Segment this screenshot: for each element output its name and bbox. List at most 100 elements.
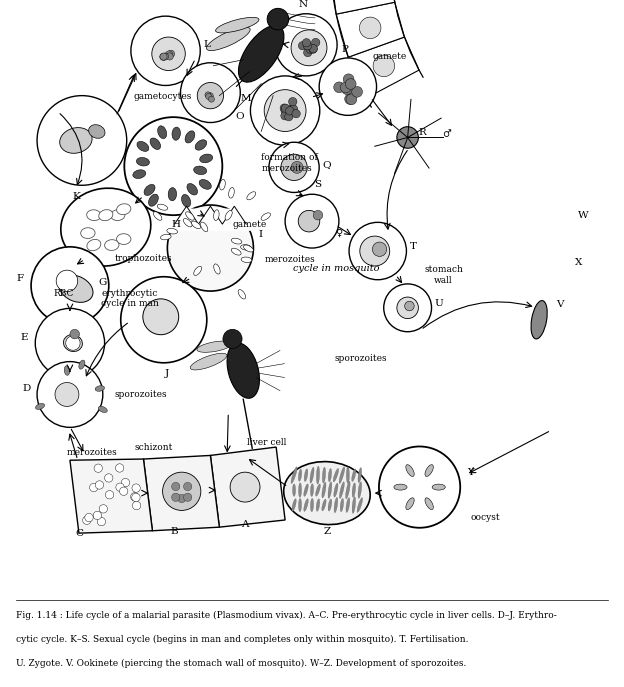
Circle shape [298, 210, 319, 232]
Text: Z: Z [323, 528, 331, 537]
Text: liver cell: liver cell [248, 438, 287, 447]
Polygon shape [144, 455, 220, 531]
Ellipse shape [322, 482, 326, 498]
Text: P: P [341, 45, 348, 54]
Circle shape [208, 96, 215, 102]
Circle shape [70, 329, 79, 339]
Ellipse shape [358, 482, 362, 498]
Circle shape [167, 50, 175, 58]
Text: trophozoites: trophozoites [115, 254, 172, 263]
Text: H: H [172, 221, 181, 229]
Text: stomach
wall: stomach wall [424, 265, 463, 284]
Circle shape [281, 104, 290, 113]
Circle shape [384, 284, 432, 332]
Ellipse shape [352, 469, 356, 482]
Ellipse shape [292, 499, 296, 511]
Circle shape [404, 301, 414, 311]
Ellipse shape [531, 301, 547, 339]
Text: gamete: gamete [373, 52, 407, 61]
Text: J: J [165, 369, 169, 378]
Ellipse shape [220, 179, 225, 190]
Ellipse shape [298, 483, 301, 497]
Ellipse shape [192, 221, 201, 229]
Ellipse shape [316, 484, 320, 496]
Ellipse shape [200, 154, 213, 163]
Text: RBC: RBC [54, 289, 74, 298]
Ellipse shape [144, 184, 155, 195]
Ellipse shape [310, 467, 314, 483]
Text: erythrocytic
cycle in man: erythrocytic cycle in man [100, 289, 158, 308]
Polygon shape [168, 209, 252, 230]
Circle shape [267, 8, 289, 30]
Circle shape [280, 104, 288, 112]
Circle shape [143, 299, 178, 335]
Circle shape [291, 30, 327, 66]
Circle shape [162, 53, 168, 60]
Circle shape [281, 154, 307, 181]
Ellipse shape [304, 484, 308, 496]
Text: L: L [204, 41, 211, 49]
Text: D: D [22, 384, 31, 393]
Ellipse shape [316, 499, 319, 511]
Circle shape [197, 82, 223, 109]
Circle shape [344, 93, 356, 104]
Ellipse shape [238, 290, 246, 299]
Ellipse shape [394, 484, 407, 490]
Ellipse shape [334, 497, 338, 513]
Ellipse shape [193, 166, 207, 174]
Circle shape [163, 472, 201, 510]
Circle shape [205, 92, 211, 98]
Circle shape [180, 63, 240, 122]
Text: gametocytes: gametocytes [134, 92, 192, 101]
Circle shape [165, 51, 173, 58]
Circle shape [397, 297, 418, 319]
Text: A: A [241, 520, 249, 529]
Circle shape [292, 109, 300, 118]
Circle shape [183, 493, 192, 502]
Ellipse shape [346, 497, 349, 513]
Text: T: T [410, 242, 417, 251]
Ellipse shape [346, 482, 350, 499]
Circle shape [281, 106, 290, 115]
Ellipse shape [167, 228, 178, 234]
Text: schizont: schizont [134, 442, 173, 451]
Ellipse shape [328, 469, 331, 482]
Circle shape [250, 76, 319, 145]
Circle shape [291, 161, 303, 173]
Circle shape [95, 481, 104, 489]
Circle shape [373, 55, 394, 77]
Ellipse shape [238, 25, 284, 82]
Circle shape [313, 210, 323, 220]
Ellipse shape [110, 210, 125, 221]
Circle shape [288, 98, 297, 106]
Ellipse shape [346, 467, 349, 484]
Circle shape [121, 478, 130, 487]
Ellipse shape [406, 498, 414, 510]
Text: Fig. 1.14 : Life cycle of a malarial parasite (Plasmodium vivax). A–C. Pre-eryth: Fig. 1.14 : Life cycle of a malarial par… [16, 611, 557, 620]
Circle shape [85, 513, 93, 521]
Circle shape [37, 95, 127, 185]
Ellipse shape [60, 128, 92, 153]
Text: V: V [556, 300, 564, 309]
Ellipse shape [117, 234, 131, 245]
Circle shape [343, 74, 354, 85]
Text: merozoites: merozoites [67, 448, 117, 457]
Ellipse shape [228, 188, 234, 198]
Circle shape [359, 17, 381, 38]
Ellipse shape [358, 468, 362, 483]
Ellipse shape [323, 467, 326, 483]
Circle shape [132, 493, 140, 502]
Polygon shape [331, 0, 395, 14]
Circle shape [304, 48, 312, 57]
Ellipse shape [149, 194, 158, 206]
Ellipse shape [195, 139, 207, 150]
Circle shape [345, 78, 356, 89]
Text: X: X [575, 258, 582, 267]
Circle shape [131, 16, 200, 85]
Ellipse shape [432, 484, 446, 490]
Text: Q: Q [322, 160, 331, 169]
Ellipse shape [197, 341, 232, 352]
Ellipse shape [352, 497, 356, 513]
Ellipse shape [157, 204, 168, 210]
Circle shape [285, 113, 293, 121]
